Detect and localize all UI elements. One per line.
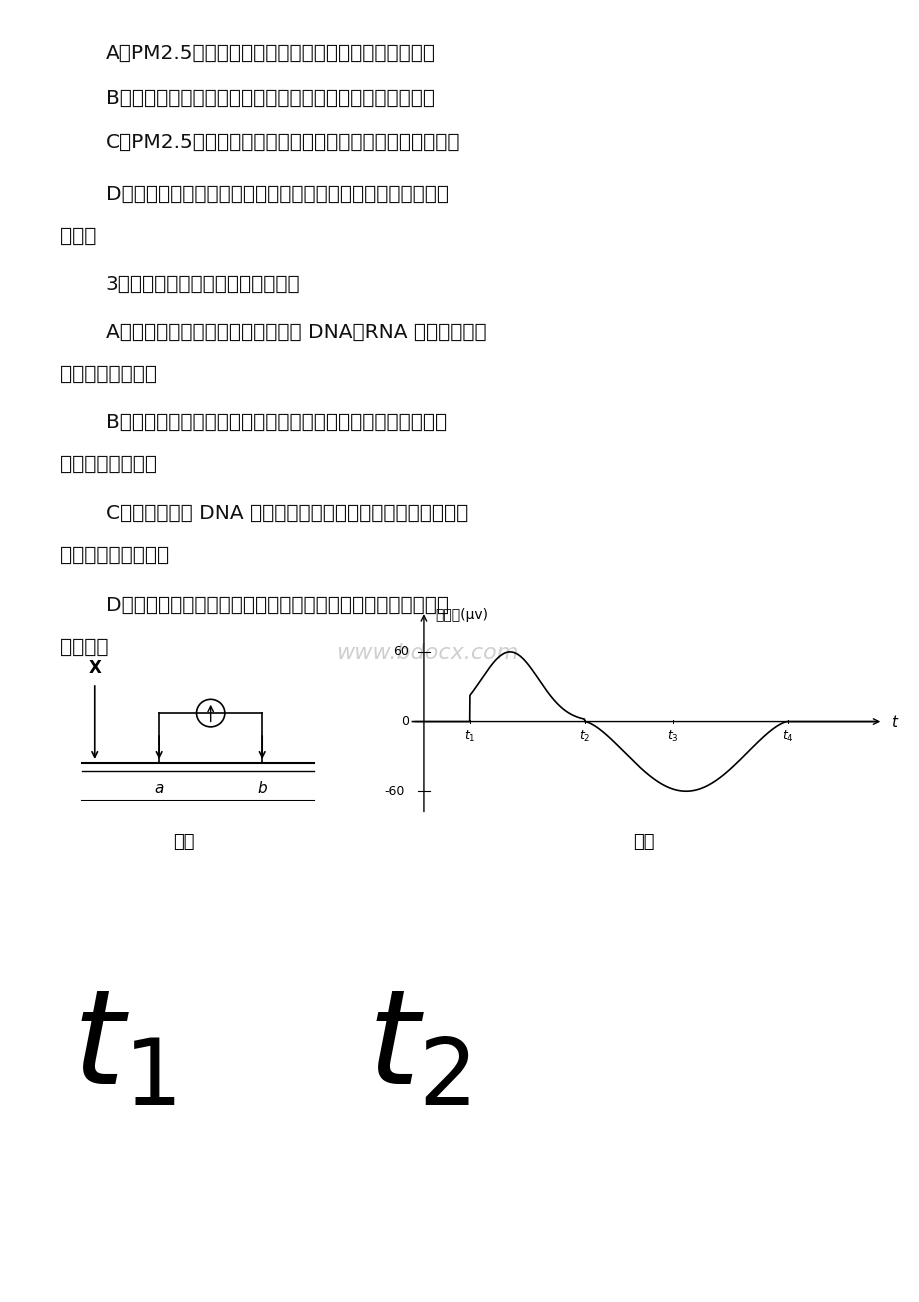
Text: $t_1$: $t_1$ (463, 729, 475, 743)
Text: A．PM2.5进入人体的肺泡中时还没有进入人体的内环境: A．PM2.5进入人体的肺泡中时还没有进入人体的内环境 (106, 44, 436, 64)
Text: 图甲: 图甲 (173, 833, 195, 852)
Text: 的实验均用到盐酸: 的实验均用到盐酸 (60, 365, 156, 384)
Text: 0: 0 (400, 715, 408, 728)
Text: C．艾弗里证明 DNA 是遗传物质和摩尔根证明基因在染色体上: C．艾弗里证明 DNA 是遗传物质和摩尔根证明基因在染色体上 (106, 504, 468, 523)
Text: D．颗粒物进入呼吸道引起咳嗽属于非条件反射，其中枢不在大: D．颗粒物进入呼吸道引起咳嗽属于非条件反射，其中枢不在大 (106, 185, 448, 204)
Text: $t$: $t$ (890, 713, 899, 729)
Text: 脑皮层: 脑皮层 (60, 227, 96, 246)
Text: $t_4$: $t_4$ (781, 729, 792, 743)
Text: C．PM2.5可能成为过敏原，其诱发的过敏反应属于免疫异常: C．PM2.5可能成为过敏原，其诱发的过敏反应属于免疫异常 (106, 133, 460, 152)
Text: $t_3$: $t_3$ (666, 729, 678, 743)
Text: 图乙: 图乙 (632, 833, 654, 852)
Text: A．观察根尖细胞的有丝分裂和观察 DNA、RNA 在细胞中分布: A．观察根尖细胞的有丝分裂和观察 DNA、RNA 在细胞中分布 (106, 323, 486, 342)
Text: B．颗粒物中的一些酸性物质进入人体血液会导致血浆呈酸性: B．颗粒物中的一些酸性物质进入人体血液会导致血浆呈酸性 (106, 89, 435, 108)
Text: $t_2$: $t_2$ (578, 729, 590, 743)
Text: 可以观察到染色体: 可以观察到染色体 (60, 454, 156, 474)
Text: -60: -60 (384, 785, 404, 798)
Text: 都运用了假说演绎法: 都运用了假说演绎法 (60, 546, 169, 565)
Text: 3．下列有关实验的叙述，正确的是: 3．下列有关实验的叙述，正确的是 (106, 275, 301, 294)
Text: $t_2$: $t_2$ (367, 983, 470, 1113)
Text: 电位差(μv): 电位差(μv) (435, 608, 488, 622)
Text: 60: 60 (392, 646, 408, 659)
Text: b: b (257, 781, 267, 796)
Text: www.bdocx.com: www.bdocx.com (335, 643, 517, 663)
Text: X: X (88, 659, 101, 677)
Text: 生活状态: 生活状态 (60, 638, 108, 658)
Text: D．观察低温诱导洋葱染色体数目变化的实验中，细胞始终处于: D．观察低温诱导洋葱染色体数目变化的实验中，细胞始终处于 (106, 596, 448, 616)
Text: a: a (154, 781, 164, 796)
Text: B．选用紫色洋葱鳞片叶表皮细胞观察到质壁分离现象的同时，: B．选用紫色洋葱鳞片叶表皮细胞观察到质壁分离现象的同时， (106, 413, 447, 432)
Text: $t_1$: $t_1$ (72, 983, 176, 1113)
